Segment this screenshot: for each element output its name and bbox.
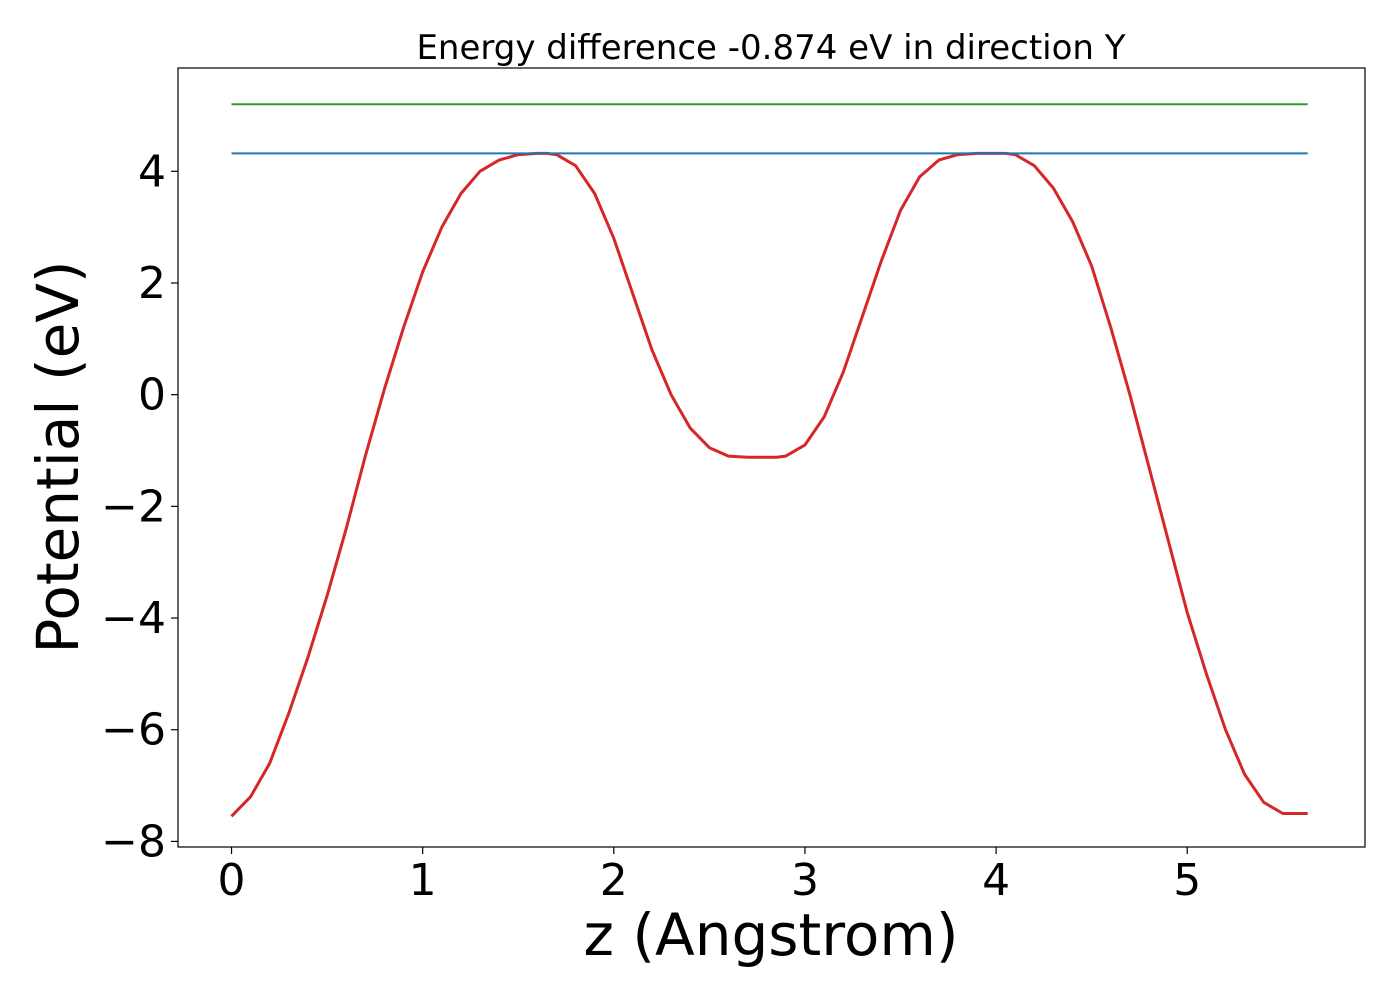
y-tick-label: −6	[101, 705, 166, 756]
y-tick-label: −2	[101, 481, 166, 532]
x-tick-label: 4	[982, 855, 1010, 906]
y-tick-label: −8	[101, 816, 166, 867]
x-tick-label: 2	[600, 855, 628, 906]
x-tick-label: 0	[218, 855, 246, 906]
series-layer	[230, 103, 1308, 818]
x-tick-label: 1	[409, 855, 437, 906]
chart-title: Energy difference -0.874 eV in direction…	[416, 28, 1125, 68]
plot-area	[177, 67, 1366, 848]
y-tick-label: 0	[138, 370, 166, 421]
x-axis-label: z (Angstrom)	[584, 901, 959, 969]
y-tick-label: 4	[138, 146, 166, 197]
y-tick-label: 2	[138, 258, 166, 309]
x-axis-ticks: 0 1 2 3 4 5	[218, 847, 1201, 906]
x-tick-label: 5	[1173, 855, 1201, 906]
plot-frame	[177, 67, 1366, 848]
series-line-0	[230, 151, 1308, 818]
y-tick-label: −4	[101, 593, 166, 644]
y-axis-ticks: −8 −6 −4 −2 0 2 4	[101, 146, 178, 867]
x-tick-label: 3	[791, 855, 819, 906]
y-axis-label: Potential (eV)	[24, 260, 92, 653]
